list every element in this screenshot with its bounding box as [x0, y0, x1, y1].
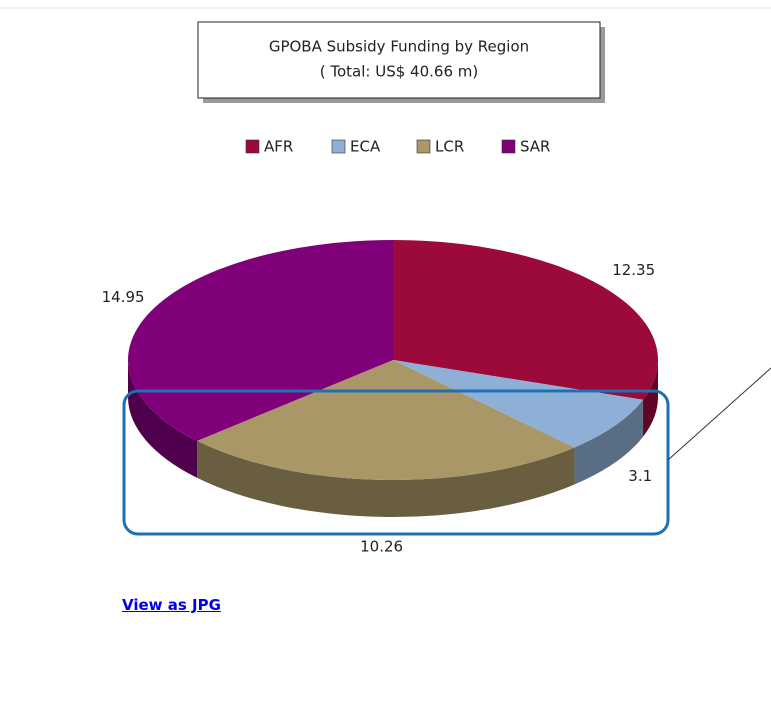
legend: AFR ECA LCR SAR	[245, 138, 550, 156]
callout-line	[667, 367, 771, 461]
title-box	[197, 21, 601, 99]
data-label: 12.35	[612, 261, 655, 279]
data-label: 10.26	[360, 537, 403, 555]
legend-swatch	[416, 139, 431, 154]
highlight-box	[122, 389, 670, 536]
slice-side	[574, 399, 644, 485]
slice	[393, 240, 659, 400]
slice-side	[128, 360, 198, 478]
chart-title: GPOBA Subsidy Funding by Region	[269, 38, 529, 56]
legend-label: AFR	[264, 138, 293, 156]
legend-label: LCR	[435, 138, 464, 156]
legend-label: ECA	[350, 138, 381, 156]
slice	[197, 360, 575, 481]
slice-side	[197, 440, 575, 517]
legend-swatch	[331, 139, 346, 154]
slice-side	[643, 360, 658, 437]
data-label: 14.95	[102, 288, 145, 306]
data-label: 3.1	[628, 467, 652, 485]
pie: 12.35 3.1 10.26 14.95	[102, 240, 659, 555]
chart-subtitle: ( Total: US$ 40.66 m)	[320, 63, 478, 81]
legend-label: SAR	[520, 138, 550, 156]
view-as-jpg-link[interactable]: View as JPG	[122, 596, 221, 614]
legend-swatch	[245, 139, 260, 154]
legend-swatch	[501, 139, 516, 154]
slice	[393, 360, 644, 448]
